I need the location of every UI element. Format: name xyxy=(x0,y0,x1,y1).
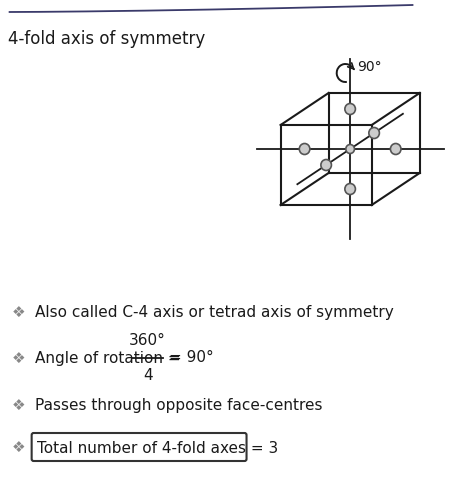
Text: 90°: 90° xyxy=(357,60,382,74)
Text: 4-fold axis of symmetry: 4-fold axis of symmetry xyxy=(8,30,205,48)
Text: 4: 4 xyxy=(143,368,153,383)
Text: Total number of 4-fold axes = 3: Total number of 4-fold axes = 3 xyxy=(37,441,279,456)
Text: Angle of rotation =: Angle of rotation = xyxy=(35,350,185,365)
Circle shape xyxy=(345,183,356,194)
Circle shape xyxy=(299,144,310,155)
Circle shape xyxy=(369,128,379,139)
Circle shape xyxy=(391,144,401,155)
Text: Passes through opposite face-centres: Passes through opposite face-centres xyxy=(35,398,322,413)
Text: = 90°: = 90° xyxy=(169,350,214,365)
Circle shape xyxy=(346,145,355,154)
Text: ❖: ❖ xyxy=(11,439,25,454)
Text: ❖: ❖ xyxy=(11,305,25,320)
Text: Also called C-4 axis or tetrad axis of symmetry: Also called C-4 axis or tetrad axis of s… xyxy=(35,305,393,320)
Text: ❖: ❖ xyxy=(11,398,25,413)
Text: ❖: ❖ xyxy=(11,350,25,365)
Circle shape xyxy=(321,160,331,170)
Text: 360°: 360° xyxy=(129,333,166,348)
Circle shape xyxy=(345,103,356,114)
